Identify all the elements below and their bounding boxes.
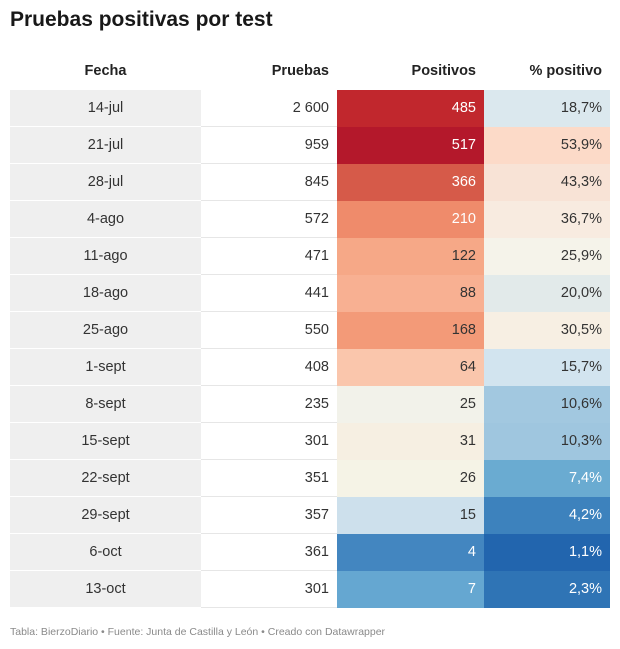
cell-pruebas: 301 <box>201 570 337 608</box>
cell-positivos: 210 <box>337 200 484 238</box>
chart-title: Pruebas positivas por test <box>10 8 273 31</box>
cell-pruebas: 572 <box>201 200 337 238</box>
table-row: 29-sept 357 15 4,2% <box>10 496 610 534</box>
table-row: 28-jul 845 366 43,3% <box>10 163 610 201</box>
cell-pct-positivo: 10,6% <box>484 385 610 423</box>
column-header-positivos[interactable]: Positivos <box>411 63 476 79</box>
cell-fecha: 21-jul <box>10 126 201 164</box>
cell-positivos: 122 <box>337 237 484 275</box>
table-row: 1-sept 408 64 15,7% <box>10 348 610 386</box>
cell-pct-positivo: 20,0% <box>484 274 610 312</box>
column-header-pruebas[interactable]: Pruebas <box>271 63 329 79</box>
data-table: Fecha Pruebas Positivos % positivo 14-ju… <box>10 53 610 608</box>
cell-pct-positivo: 10,3% <box>484 422 610 460</box>
cell-positivos: 15 <box>337 496 484 534</box>
cell-pruebas: 301 <box>201 422 337 460</box>
cell-pruebas: 959 <box>201 126 337 164</box>
cell-fecha: 18-ago <box>10 274 201 312</box>
cell-positivos: 25 <box>337 385 484 423</box>
table-row: 4-ago 572 210 36,7% <box>10 200 610 238</box>
column-header-pct-positivo[interactable]: % positivo <box>529 63 602 79</box>
column-header-fecha[interactable]: Fecha <box>84 63 127 79</box>
cell-pruebas: 471 <box>201 237 337 275</box>
table-body: 14-jul 2 600 485 18,7% 21-jul 959 517 53,9% 28-j… <box>10 89 610 608</box>
source-footer: Tabla: BierzoDiario • Fuente: Junta de C… <box>10 626 386 638</box>
cell-pct-positivo: 43,3% <box>484 163 610 201</box>
cell-fecha: 29-sept <box>10 496 201 534</box>
cell-positivos: 4 <box>337 533 484 571</box>
cell-positivos: 26 <box>337 459 484 497</box>
table-row: 15-sept 301 31 10,3% <box>10 422 610 460</box>
cell-fecha: 11-ago <box>10 237 201 275</box>
cell-fecha: 15-sept <box>10 422 201 460</box>
cell-fecha: 4-ago <box>10 200 201 238</box>
table-row: 22-sept 351 26 7,4% <box>10 459 610 497</box>
cell-pruebas: 2 600 <box>201 89 337 127</box>
cell-pct-positivo: 36,7% <box>484 200 610 238</box>
cell-pruebas: 361 <box>201 533 337 571</box>
cell-pct-positivo: 30,5% <box>484 311 610 349</box>
cell-fecha: 28-jul <box>10 163 201 201</box>
cell-positivos: 366 <box>337 163 484 201</box>
cell-pct-positivo: 7,4% <box>484 459 610 497</box>
cell-pruebas: 550 <box>201 311 337 349</box>
cell-positivos: 88 <box>337 274 484 312</box>
table-row: 21-jul 959 517 53,9% <box>10 126 610 164</box>
cell-fecha: 6-oct <box>10 533 201 571</box>
cell-fecha: 14-jul <box>10 89 201 127</box>
cell-fecha: 25-ago <box>10 311 201 349</box>
cell-pct-positivo: 53,9% <box>484 126 610 164</box>
table-row: 13-oct 301 7 2,3% <box>10 570 610 608</box>
cell-fecha: 22-sept <box>10 459 201 497</box>
cell-pct-positivo: 2,3% <box>484 570 610 608</box>
table-row: 11-ago 471 122 25,9% <box>10 237 610 275</box>
cell-pruebas: 351 <box>201 459 337 497</box>
cell-pct-positivo: 1,1% <box>484 533 610 571</box>
header-row: Fecha Pruebas Positivos % positivo <box>10 53 610 90</box>
cell-pruebas: 408 <box>201 348 337 386</box>
cell-pruebas: 845 <box>201 163 337 201</box>
cell-fecha: 1-sept <box>10 348 201 386</box>
cell-positivos: 168 <box>337 311 484 349</box>
cell-fecha: 8-sept <box>10 385 201 423</box>
cell-pruebas: 235 <box>201 385 337 423</box>
cell-pruebas: 441 <box>201 274 337 312</box>
table-row: 8-sept 235 25 10,6% <box>10 385 610 423</box>
cell-pct-positivo: 15,7% <box>484 348 610 386</box>
cell-pct-positivo: 4,2% <box>484 496 610 534</box>
table-row: 18-ago 441 88 20,0% <box>10 274 610 312</box>
cell-pct-positivo: 25,9% <box>484 237 610 275</box>
table-header: Fecha Pruebas Positivos % positivo <box>10 53 610 90</box>
cell-pct-positivo: 18,7% <box>484 89 610 127</box>
cell-positivos: 64 <box>337 348 484 386</box>
cell-positivos: 7 <box>337 570 484 608</box>
table-row: 14-jul 2 600 485 18,7% <box>10 89 610 127</box>
cell-positivos: 31 <box>337 422 484 460</box>
cell-pruebas: 357 <box>201 496 337 534</box>
cell-positivos: 517 <box>337 126 484 164</box>
cell-fecha: 13-oct <box>10 570 201 608</box>
table-row: 25-ago 550 168 30,5% <box>10 311 610 349</box>
cell-positivos: 485 <box>337 89 484 127</box>
table-row: 6-oct 361 4 1,1% <box>10 533 610 571</box>
